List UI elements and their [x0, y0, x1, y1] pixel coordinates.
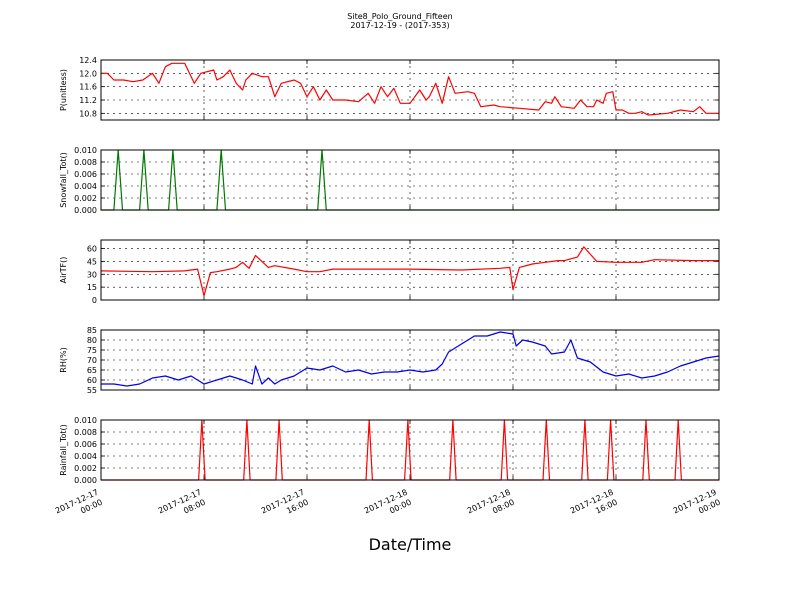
y-axis-label-4: RH(%) [59, 347, 68, 372]
y-tick-label: 55 [87, 386, 97, 395]
y-tick-label: 65 [87, 366, 97, 375]
panel-frame-5 [100, 419, 720, 481]
y-tick-label: 60 [87, 376, 97, 385]
y-tick-label: 0.008 [74, 158, 97, 167]
y-tick-label: 45 [87, 257, 97, 266]
y-tick-label: 0.010 [74, 416, 97, 425]
y-tick-label: 0.006 [74, 170, 97, 179]
y-tick-label: 0.002 [74, 194, 97, 203]
y-tick-label: 10.8 [79, 109, 97, 118]
y-tick-label: 0.004 [74, 182, 97, 191]
panel-frame-1 [100, 59, 720, 121]
x-axis-label: Date/Time [369, 535, 452, 554]
y-tick-label: 60 [87, 245, 97, 254]
y-tick-label: 0.004 [74, 452, 97, 461]
y-axis-label-5: Rainfall_Tot() [59, 424, 68, 476]
y-tick-label: 0.006 [74, 440, 97, 449]
y-tick-label: 0.008 [74, 428, 97, 437]
series-line-4 [101, 331, 720, 387]
series-line-5 [101, 419, 719, 481]
chart-title: Site8_Polo_Ground_Fifteen [347, 12, 453, 21]
y-tick-label: 0.000 [74, 206, 97, 215]
y-axis-label-1: P(unitless) [59, 69, 68, 111]
series-line-1 [101, 62, 719, 116]
y-tick-label: 11.2 [79, 96, 97, 105]
panel-frame-4 [100, 329, 720, 391]
y-tick-label: 85 [87, 326, 97, 335]
y-tick-label: 15 [87, 283, 97, 292]
y-tick-label: 80 [87, 336, 97, 345]
y-axis-label-3: AirTF() [59, 257, 68, 284]
y-tick-label: 75 [87, 346, 97, 355]
y-tick-label: 0.002 [74, 464, 97, 473]
panel-frame-2 [100, 149, 720, 211]
y-tick-label: 0.000 [74, 476, 97, 485]
y-axis-label-2: Snowfall_Tot() [59, 152, 68, 208]
panel-frame-3 [100, 239, 720, 301]
chart-subtitle: 2017-12-19 - (2017-353) [350, 21, 450, 30]
y-tick-label: 0 [92, 296, 97, 305]
y-tick-label: 11.6 [79, 83, 97, 92]
series-line-3 [100, 246, 719, 297]
y-tick-label: 12.0 [79, 69, 97, 78]
y-tick-label: 0.010 [74, 146, 97, 155]
y-tick-label: 70 [87, 356, 97, 365]
y-tick-label: 30 [87, 270, 97, 279]
y-tick-label: 12.4 [79, 56, 97, 65]
